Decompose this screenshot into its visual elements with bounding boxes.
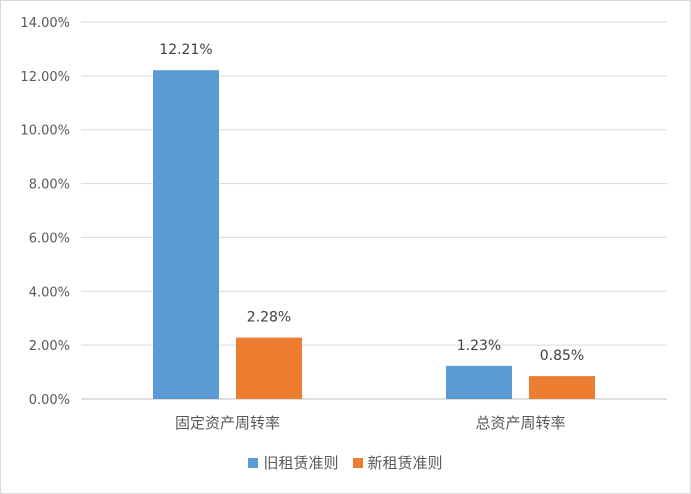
legend: 旧租赁准则 新租赁准则 (0, 452, 691, 473)
bar-old-0 (153, 70, 219, 399)
data-label: 1.23% (457, 338, 501, 354)
bar-old-1 (446, 365, 512, 399)
data-label: 12.21% (159, 42, 212, 58)
legend-label-old: 旧租赁准则 (263, 454, 339, 472)
bars (153, 70, 595, 399)
y-tick-label: 0.00% (29, 393, 70, 408)
data-label: 0.85% (540, 348, 584, 364)
y-tick-label: 8.00% (29, 178, 70, 193)
data-labels: 12.21% 2.28% 1.23% 0.85% (159, 42, 584, 364)
legend-swatch-old (248, 457, 259, 468)
y-tick-label: 6.00% (29, 231, 70, 246)
x-axis: 固定资产周转率 总资产周转率 (175, 414, 566, 432)
legend-swatch-new (352, 457, 363, 468)
data-label: 2.28% (247, 310, 291, 326)
legend-item-old: 旧租赁准则 (248, 452, 339, 473)
bar-new-1 (529, 376, 595, 399)
legend-label-new: 新租赁准则 (367, 454, 443, 472)
bar-new-0 (236, 337, 302, 399)
y-tick-label: 12.00% (20, 70, 70, 85)
y-tick-label: 2.00% (29, 339, 70, 354)
y-tick-label: 10.00% (20, 124, 70, 139)
y-tick-label: 14.00% (20, 16, 70, 31)
bar-chart: 0.00% 2.00% 4.00% 6.00% 8.00% 10.00% 12.00% 14.… (20, 16, 667, 432)
x-category-label: 总资产周转率 (475, 414, 565, 432)
y-tick-label: 4.00% (29, 285, 70, 300)
x-category-label: 固定资产周转率 (175, 414, 280, 432)
legend-item-new: 新租赁准则 (352, 452, 443, 473)
y-axis: 0.00% 2.00% 4.00% 6.00% 8.00% 10.00% 12.00% 14.… (20, 16, 70, 408)
